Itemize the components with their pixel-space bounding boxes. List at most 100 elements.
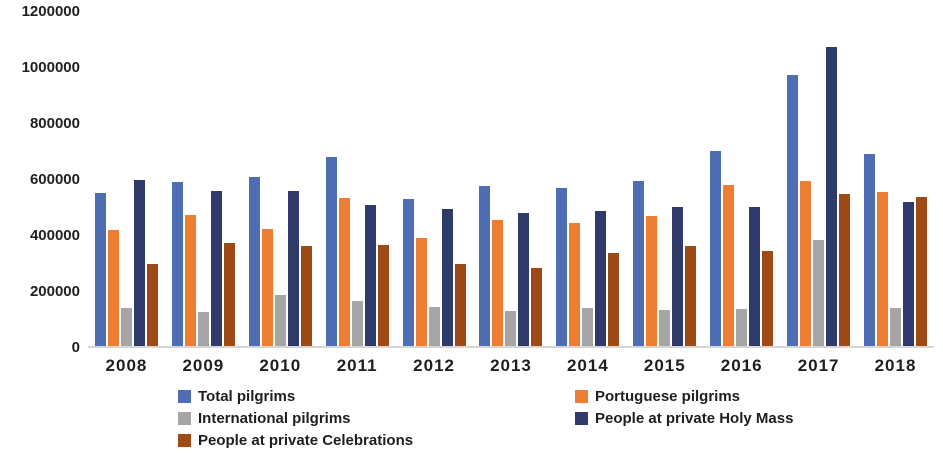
bar xyxy=(415,237,427,346)
bar xyxy=(184,214,196,346)
x-axis-label: 2012 xyxy=(413,356,455,375)
bar xyxy=(800,181,812,346)
bar xyxy=(826,47,838,346)
bar xyxy=(505,310,517,346)
bar xyxy=(608,253,620,346)
legend-item: International pilgrims xyxy=(178,410,575,427)
legend-row: People at private Celebrations xyxy=(178,432,793,449)
legend-swatch-icon xyxy=(178,390,191,403)
bar xyxy=(710,151,722,346)
bar xyxy=(813,240,825,346)
legend-swatch-icon xyxy=(178,412,191,425)
legend-item: People at private Holy Mass xyxy=(575,410,793,427)
legend-swatch-icon xyxy=(575,412,588,425)
x-axis-label: 2017 xyxy=(797,356,840,375)
bar xyxy=(454,263,466,346)
bar xyxy=(146,264,158,346)
bar xyxy=(325,157,337,346)
legend-item: People at private Celebrations xyxy=(178,432,575,449)
bar xyxy=(531,267,543,346)
bar xyxy=(890,307,902,346)
legend-item: Portuguese pilgrims xyxy=(575,388,793,405)
legend-swatch-icon xyxy=(575,390,588,403)
bar xyxy=(338,197,350,346)
bar xyxy=(223,242,235,346)
bar xyxy=(261,228,273,346)
bar xyxy=(94,192,106,346)
bar-group xyxy=(780,12,857,346)
bar xyxy=(518,213,530,346)
y-tick-label: 200000 xyxy=(29,283,80,300)
legend-row: Total pilgrims Portuguese pilgrims xyxy=(178,388,793,405)
x-axis-label: 2010 xyxy=(259,356,302,375)
x-axis: 2008 2009 2010 2011 2012 2013 2014 2015 2016 2017… xyxy=(88,356,934,376)
bar xyxy=(428,307,440,346)
bar-group xyxy=(165,12,242,346)
x-axis-label: 2018 xyxy=(874,356,917,375)
bar-group xyxy=(242,12,319,346)
bar xyxy=(685,246,697,346)
bar xyxy=(595,211,607,346)
plot-area xyxy=(88,12,934,348)
bar-group xyxy=(319,12,396,346)
bar xyxy=(659,310,671,346)
bar xyxy=(787,74,799,346)
y-tick-label: 600000 xyxy=(29,171,80,188)
bar xyxy=(903,202,915,346)
bar xyxy=(582,307,594,346)
y-tick-label: 800000 xyxy=(29,115,80,132)
bar xyxy=(248,177,260,346)
y-axis: 1200000 1000000 800000 600000 400000 200000 0 xyxy=(0,0,80,360)
legend-label: People at private Celebrations xyxy=(198,432,414,449)
y-tick-label: 0 xyxy=(71,339,80,356)
bar-group xyxy=(549,12,626,346)
bar xyxy=(736,309,748,346)
x-axis-label: 2008 xyxy=(105,356,148,375)
y-tick-label: 400000 xyxy=(29,227,80,244)
bar xyxy=(351,300,363,346)
legend-swatch-icon xyxy=(178,434,191,447)
bar xyxy=(197,312,209,346)
legend-label: Total pilgrims xyxy=(198,388,296,405)
x-axis-label: 2009 xyxy=(182,356,225,375)
bar xyxy=(864,153,876,346)
bar xyxy=(723,185,735,346)
bar xyxy=(441,209,453,346)
bar-group xyxy=(626,12,703,346)
bar xyxy=(402,198,414,346)
x-axis-label: 2016 xyxy=(720,356,763,375)
legend-label: People at private Holy Mass xyxy=(595,410,794,427)
y-tick-label: 1200000 xyxy=(21,3,80,20)
bar-group xyxy=(857,12,934,346)
bar xyxy=(556,188,568,346)
x-axis-label: 2014 xyxy=(566,356,609,375)
bar xyxy=(839,193,851,346)
bar xyxy=(107,230,119,346)
bar-group xyxy=(396,12,473,346)
legend-label: International pilgrims xyxy=(198,410,351,427)
bar xyxy=(274,294,286,346)
bar xyxy=(492,220,504,346)
bar xyxy=(646,215,658,346)
bar xyxy=(120,307,132,346)
bar xyxy=(210,190,222,346)
bar xyxy=(877,192,889,346)
legend: Total pilgrims Portuguese pilgrims Interna… xyxy=(178,388,793,454)
x-axis-label: 2015 xyxy=(643,356,686,375)
bar xyxy=(672,207,684,346)
bar-group xyxy=(703,12,780,346)
bar xyxy=(133,180,145,346)
bar xyxy=(569,223,581,346)
bar xyxy=(479,185,491,346)
bar-group xyxy=(473,12,550,346)
bar xyxy=(749,207,761,346)
bar xyxy=(377,244,389,346)
legend-item: Total pilgrims xyxy=(178,388,575,405)
legend-row: International pilgrims People at private … xyxy=(178,410,793,427)
bar xyxy=(916,197,928,346)
bar xyxy=(364,204,376,346)
bar xyxy=(300,246,312,346)
legend-label: Portuguese pilgrims xyxy=(595,388,741,405)
bar xyxy=(171,181,183,346)
